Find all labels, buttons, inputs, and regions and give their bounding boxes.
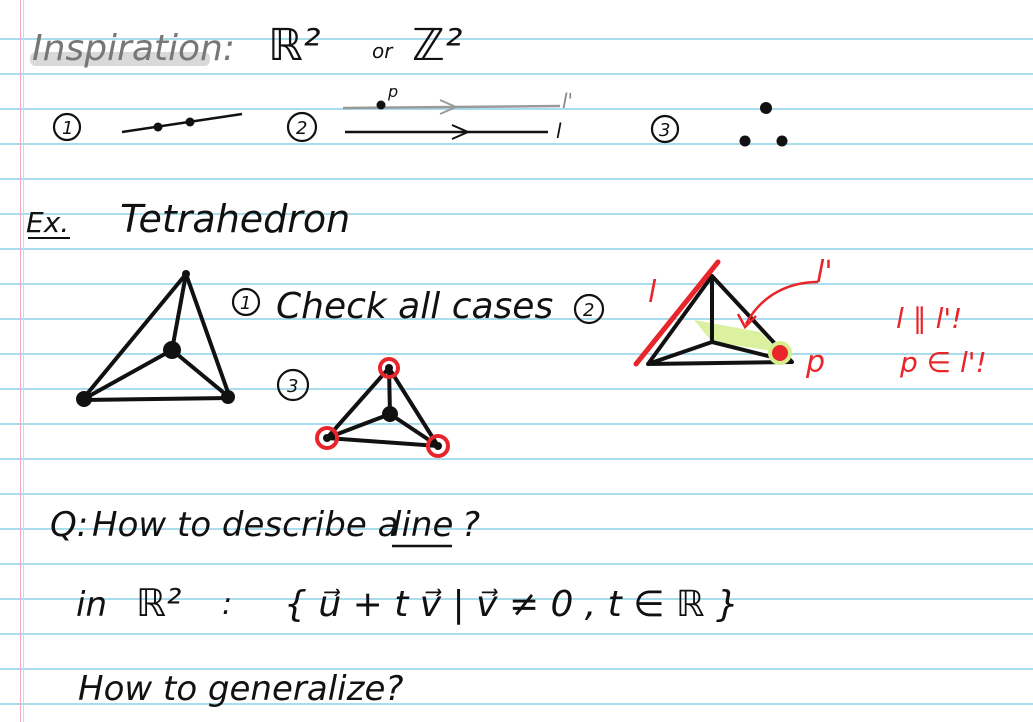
case-1: 1 [52,112,243,142]
margin-line-inner [23,0,24,722]
notation-space: ℝ² [136,581,181,625]
arrow-icon [439,99,459,115]
notation-colon: : [222,587,232,622]
tetra-vertex-right [221,390,235,404]
question-word-line: line [392,505,453,545]
case-2-point-p [376,100,386,110]
circle-number-3 [650,114,680,144]
case-1-point-a [153,122,163,132]
set-z2: ℤ² [412,20,462,71]
margin-line [20,0,21,722]
tetra-edge-right [170,348,232,400]
case-1-point-b [185,117,195,127]
circle-number-1 [52,112,82,142]
tetra2-edge-left [647,340,713,366]
tetra3-vertex-left [323,434,331,442]
tetra2-face-highlight [694,320,780,352]
circle-number-check-2 [573,293,605,325]
heading-highlight [30,52,210,66]
case-2-label-l: l [556,119,562,143]
check-number-1: 1 [240,293,251,314]
red-label-p: p [805,345,825,380]
tetra3-vertex-top-red [378,357,400,379]
check-number-3: 3 [287,376,298,397]
question-prefix: Q: [50,505,88,545]
tetra3-vertex-left-red [315,426,339,450]
case-2-label-p: p [387,82,398,101]
case-3-point-c [776,135,788,147]
red-label-l-prime: l' [816,255,833,290]
tetra-edge-left [80,348,174,402]
heading: Inspiration: [32,28,235,69]
tetra3-vertex-right [434,442,442,450]
case-1-line [121,112,243,134]
arrow-icon [736,313,757,330]
red-arrow-l-prime [744,280,819,325]
generalize-text: How to generalize? [78,669,403,709]
check-text: Check all cases [276,286,553,327]
case-2-line-l-prime [342,104,561,110]
tetra3-outer [325,366,440,448]
circle-number-check-3 [276,368,310,402]
tetra-edge-top [170,272,188,352]
tetra3-vertex-center [382,406,398,422]
tetra3-vertex-top [385,364,393,372]
or-word: or [372,39,394,63]
case-2: 2 p l' l [286,82,573,143]
check-number-2: 2 [583,300,594,321]
circle-number-2 [286,111,318,143]
tetra3-vertex-right-red [426,434,450,458]
red-label-l: l [648,275,657,310]
circle-number-check-1 [231,287,261,317]
red-note-parallel: l ∥ l'! [896,302,962,335]
case-3: 3 [650,102,788,147]
tetra-outer [80,272,232,402]
notation-prefix: in [76,585,107,625]
point-p [772,345,788,361]
case-3-point-a [760,102,772,114]
example-title: Tetrahedron [120,197,350,241]
tetra-vertex-left [76,391,92,407]
case-3-number: 3 [659,120,670,141]
example-label: Ex. [26,206,69,239]
case-3-point-b [739,135,751,147]
case-2-number: 2 [296,118,307,139]
set-r2: ℝ² [268,20,321,71]
red-line-l [633,259,721,367]
red-note-p-in: p ∈ l'! [899,346,987,379]
question-text: How to describe a [92,505,398,545]
tetra-vertex-center [163,341,181,359]
tetrahedron-case-3 [325,366,440,448]
question-mark: ? [462,505,480,545]
notation-expr: { u⃗ + t v⃗ | v⃗ ≠ 0 , t ∈ ℝ } [284,584,739,625]
tetra-vertex-top [182,270,190,278]
tetrahedron-main [80,272,232,402]
arrow-icon [451,124,471,140]
case-2-label-l-prime: l' [562,89,573,113]
case-1-number: 1 [62,118,73,139]
